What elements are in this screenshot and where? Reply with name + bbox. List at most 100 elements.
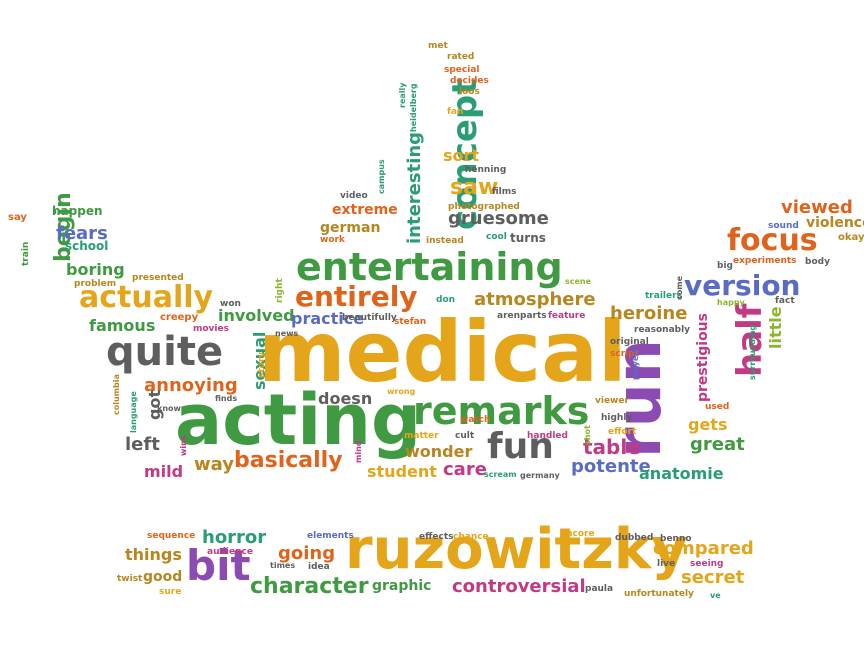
word-finds: finds: [215, 394, 238, 403]
word-going: going: [278, 543, 336, 564]
word-happen: happen: [52, 204, 103, 218]
word-version: version: [684, 269, 801, 302]
word-viewed: viewed: [781, 197, 853, 218]
word-fan: fan: [447, 107, 464, 117]
word-surrounding: surrounding: [748, 324, 757, 380]
word-scene: scene: [565, 277, 592, 286]
word-potente: potente: [571, 456, 651, 477]
word-stefan: stefan: [394, 317, 427, 327]
word-work: work: [320, 235, 345, 245]
word-acting: acting: [175, 379, 422, 461]
word-times: times: [270, 561, 296, 570]
word-original: original: [610, 337, 649, 347]
word-fun: fun: [487, 426, 554, 467]
word-unfortunately: unfortunately: [624, 589, 694, 599]
word-henning: henning: [465, 165, 507, 175]
word-happy: happy: [717, 298, 745, 307]
word-viewer: viewer: [595, 396, 629, 406]
word-gruesome: gruesome: [448, 208, 549, 229]
word-feature: feature: [548, 311, 586, 321]
word-wonder: wonder: [405, 442, 473, 461]
word-script: script: [610, 349, 639, 359]
word-movies: movies: [193, 324, 229, 334]
word-decides: decides: [450, 76, 489, 86]
word-okay: okay: [838, 232, 864, 243]
word-really: really: [398, 82, 407, 108]
word-entirely: entirely: [295, 280, 418, 313]
word-graphic: graphic: [372, 578, 432, 594]
word-big: big: [717, 261, 733, 271]
word-famous: famous: [89, 316, 156, 335]
word-extreme: extreme: [332, 202, 398, 218]
word-entertaining: entertaining: [296, 245, 563, 289]
word-effects: effects: [419, 532, 454, 542]
word-trailers: trailers: [645, 291, 682, 301]
word-train: train: [21, 241, 31, 266]
word-audience: audience: [207, 547, 253, 557]
word-annoying: annoying: [144, 375, 238, 396]
word-instead: instead: [426, 236, 464, 246]
word-met: met: [428, 41, 448, 51]
word-anatomie: anatomie: [639, 464, 724, 483]
word-problem: problem: [74, 279, 117, 289]
word-won: won: [220, 299, 241, 309]
word-actually: actually: [79, 280, 214, 315]
word-elements: elements: [307, 531, 354, 541]
word-mind: mind: [354, 440, 363, 464]
word-sound: sound: [768, 221, 799, 231]
word-way: way: [194, 454, 234, 475]
word-video: video: [340, 191, 368, 201]
word-wins: wins: [179, 435, 188, 456]
word-great: great: [690, 434, 745, 455]
word-horror: horror: [202, 527, 267, 548]
word-shot: shot: [583, 425, 592, 445]
word-heroine: heroine: [610, 303, 688, 324]
word-encore: encore: [560, 529, 595, 539]
word-watch: watch: [460, 415, 491, 425]
word-things: things: [125, 545, 182, 564]
word-heidelberg: heidelberg: [409, 83, 418, 132]
word-loos: loos: [459, 87, 480, 97]
word-basically: basically: [234, 448, 343, 473]
word-wrong: wrong: [387, 387, 416, 396]
word-violence: violence: [806, 215, 864, 231]
word-effort: effort: [608, 427, 637, 437]
word-twist: twist: [117, 574, 143, 584]
word-doesn: doesn: [318, 389, 373, 408]
word-seeing: seeing: [690, 559, 724, 569]
word-remarks: remarks: [413, 389, 590, 433]
word-good: good: [143, 569, 183, 585]
word-photographed: photographed: [448, 202, 520, 212]
word-german: german: [320, 220, 381, 236]
word-columbia: columbia: [112, 374, 121, 415]
word-films: films: [492, 187, 517, 197]
word-experiments: experiments: [733, 256, 797, 266]
word-gets: gets: [688, 415, 728, 434]
word-cult: cult: [455, 431, 475, 441]
word-saw: saw: [450, 175, 499, 200]
word-right: right: [275, 278, 285, 303]
word-involved: involved: [218, 306, 295, 325]
word-medical: medical: [258, 303, 627, 401]
word-used: used: [705, 402, 730, 412]
word-scream: scream: [484, 470, 517, 479]
word-ve: ve: [710, 591, 721, 600]
word-parts: parts: [520, 311, 547, 321]
word-controversial: controversial: [452, 576, 586, 597]
word-idea: idea: [308, 562, 330, 572]
word-little: little: [766, 306, 785, 349]
word-student: student: [367, 462, 437, 481]
word-left: left: [125, 434, 160, 455]
word-school: school: [65, 239, 109, 253]
word-quite: quite: [106, 329, 224, 375]
word-sure: sure: [159, 587, 182, 597]
word-body: body: [805, 257, 830, 267]
word-don: don: [436, 295, 456, 305]
word-ruzowitzky: ruzowitzky: [345, 517, 688, 582]
word-germany: germany: [520, 471, 560, 480]
word-atmosphere: atmosphere: [474, 289, 596, 310]
word-sort: sort: [443, 146, 480, 165]
word-campus: campus: [377, 159, 386, 194]
word-practice: practice: [291, 309, 365, 328]
